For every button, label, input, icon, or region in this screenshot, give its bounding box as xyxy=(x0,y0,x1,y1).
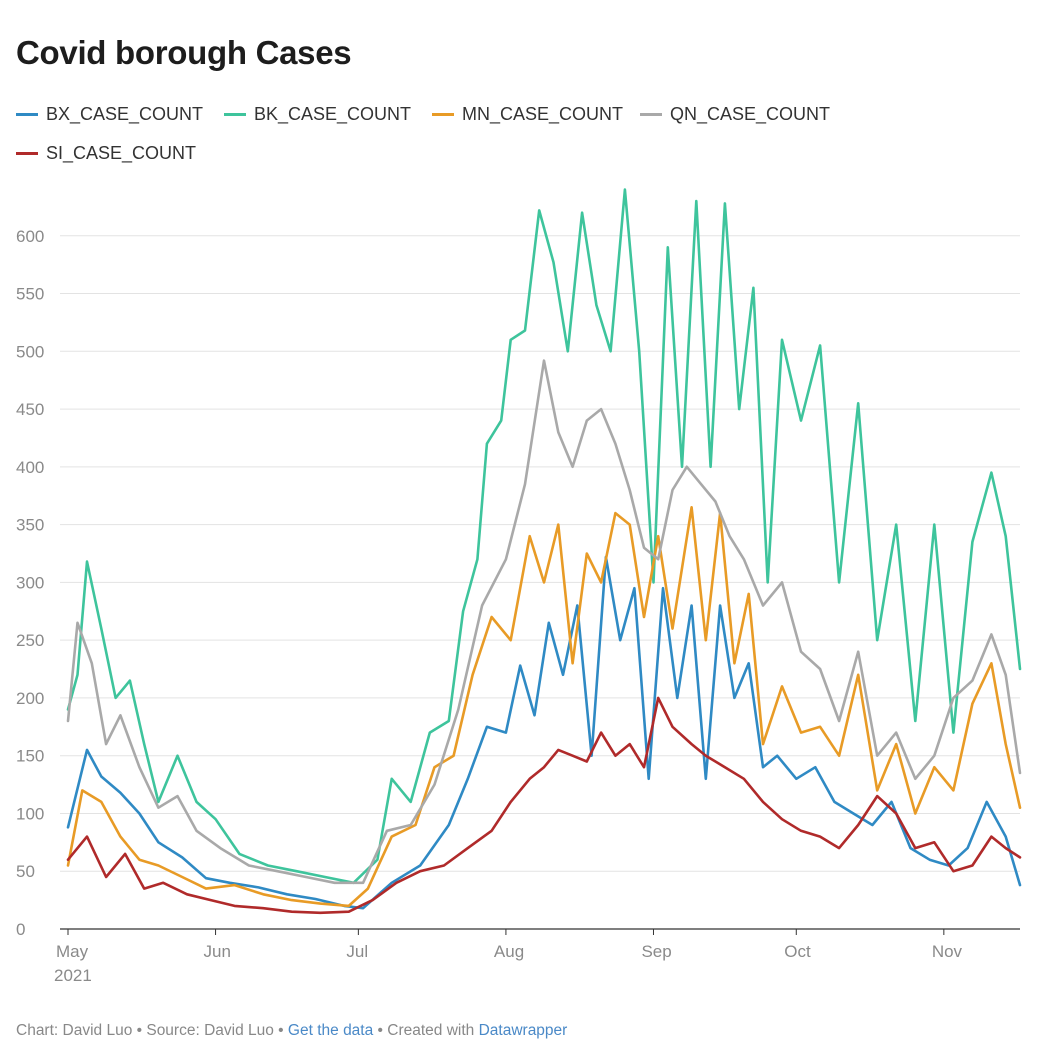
y-tick-label: 600 xyxy=(16,227,44,246)
x-axis-ticks: May 2021 Jun Jul Aug Sep Oct Nov xyxy=(54,929,963,985)
y-tick-label: 500 xyxy=(16,342,44,361)
x-tick-label: Jun xyxy=(204,942,231,961)
legend-label-qn: QN_CASE_COUNT xyxy=(670,104,831,124)
x-tick-label: Aug xyxy=(494,942,524,961)
y-tick-label: 0 xyxy=(16,920,25,939)
legend-swatch-qn xyxy=(640,113,662,116)
legend-item-mn: MN_CASE_COUNT xyxy=(432,104,623,125)
get-the-data-link[interactable]: Get the data xyxy=(287,1022,374,1039)
series-line-bx-case-count xyxy=(66,555,1022,910)
legend-item-qn: QN_CASE_COUNT xyxy=(640,104,830,125)
series-line-mn-case-count xyxy=(66,505,1022,908)
x-tick-sublabel: 2021 xyxy=(54,966,92,985)
legend-swatch-bk xyxy=(224,113,246,116)
y-tick-label: 550 xyxy=(16,285,44,304)
y-tick-label: 300 xyxy=(16,573,44,592)
y-tick-label: 100 xyxy=(16,804,44,823)
footer-created-with: • Created with xyxy=(373,1022,479,1039)
grid-lines xyxy=(60,235,1020,930)
legend-swatch-mn xyxy=(432,113,454,116)
y-tick-label: 400 xyxy=(16,458,44,477)
x-tick-label: Oct xyxy=(784,942,811,961)
legend-label-bk: BK_CASE_COUNT xyxy=(254,104,412,124)
y-tick-label: 250 xyxy=(16,631,44,650)
datawrapper-link[interactable]: Datawrapper xyxy=(478,1022,568,1039)
legend-swatch-si xyxy=(16,152,38,155)
series-line-si-case-count xyxy=(66,696,1022,915)
y-tick-label: 350 xyxy=(16,516,44,535)
series-line-qn-case-count xyxy=(66,359,1022,885)
series-lines xyxy=(66,188,1022,915)
y-tick-label: 200 xyxy=(16,689,44,708)
y-tick-label: 150 xyxy=(16,747,44,766)
legend-item-bx: BX_CASE_COUNT xyxy=(16,104,203,125)
y-tick-label: 450 xyxy=(16,400,44,419)
y-axis-ticks: 0 50 100 150 200 250 300 350 400 450 500 550 600 xyxy=(16,227,44,939)
x-tick-label: Sep xyxy=(641,942,671,961)
x-tick-label: Jul xyxy=(346,942,368,961)
y-tick-label: 50 xyxy=(16,862,35,881)
chart-title: Covid borough Cases xyxy=(16,34,352,71)
legend-label-si: SI_CASE_COUNT xyxy=(46,143,197,163)
legend-label-mn: MN_CASE_COUNT xyxy=(462,104,624,124)
x-tick-label: Nov xyxy=(932,942,963,961)
chart-footer: Chart: David Luo • Source: David Luo • G… xyxy=(16,1022,567,1040)
footer-credit: Chart: David Luo • Source: David Luo • xyxy=(16,1022,288,1039)
legend-label-bx: BX_CASE_COUNT xyxy=(46,104,204,124)
legend-swatch-bx xyxy=(16,113,38,116)
series-line-bk-case-count xyxy=(66,188,1022,885)
x-tick-label: May xyxy=(56,942,89,961)
chart-plot: 0 50 100 150 200 250 300 350 400 450 500 550 600 May… xyxy=(16,188,1022,985)
legend-item-bk: BK_CASE_COUNT xyxy=(224,104,411,125)
legend-item-si: SI_CASE_COUNT xyxy=(16,143,196,164)
